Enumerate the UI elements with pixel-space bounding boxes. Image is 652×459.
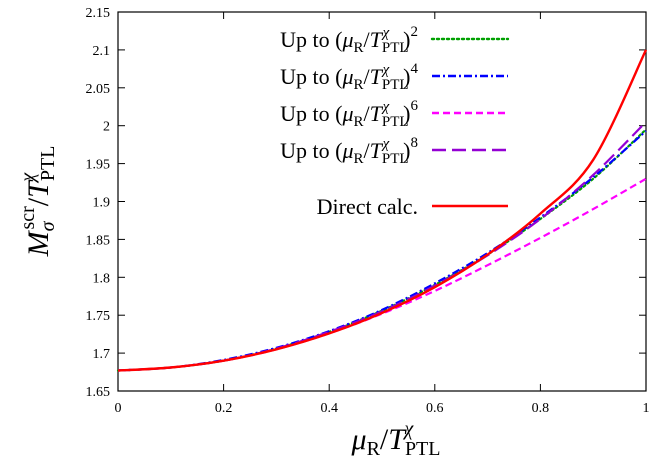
- x-tick-label: 0.4: [320, 401, 338, 416]
- legend-label-2: Up to (μR/TPTLχ)4: [280, 61, 418, 93]
- y-tick-label: 2.15: [86, 6, 111, 21]
- y-tick-label: 2.05: [86, 82, 111, 97]
- y-axis-label: Mσscr/TPTLχ: [17, 146, 59, 258]
- y-tick-label: 1.65: [86, 385, 111, 400]
- legend-label-5: Direct calc.: [317, 194, 418, 219]
- legend-label-3: Up to (μR/TPTLχ)6: [280, 98, 418, 130]
- legend-label-4: Up to (μR/TPTLχ)8: [280, 135, 418, 167]
- y-tick-label: 1.8: [93, 271, 111, 286]
- series-lines: [116, 49, 648, 372]
- y-tick-label: 2: [103, 120, 110, 135]
- y-tick-label: 1.7: [93, 347, 111, 362]
- y-tick-label: 2.1: [93, 44, 111, 59]
- x-axis-label: μR/TPTLχ: [351, 418, 441, 459]
- legend: Up to (μR/TPTLχ)2 Up to (μR/TPTLχ)4 Up to …: [280, 24, 510, 219]
- x-ticks: 0 0.2 0.4 0.6 0.8 1: [115, 12, 650, 416]
- x-tick-label: 1: [643, 401, 650, 416]
- legend-label-1: Up to (μR/TPTLχ)2: [280, 24, 418, 56]
- x-tick-label: 0.2: [215, 401, 233, 416]
- y-ticks: 1.65 1.7 1.75 1.8 1.85 1.9 1.95 2 2.05 2.1 2.15: [86, 6, 646, 400]
- y-tick-label: 1.9: [93, 196, 111, 211]
- x-tick-label: 0.6: [426, 401, 444, 416]
- x-tick-label: 0: [115, 401, 122, 416]
- y-tick-label: 1.75: [86, 309, 111, 324]
- series-line-5: [117, 49, 648, 372]
- y-tick-label: 1.95: [86, 158, 111, 173]
- x-tick-label: 0.8: [532, 401, 550, 416]
- y-tick-label: 1.85: [86, 233, 111, 248]
